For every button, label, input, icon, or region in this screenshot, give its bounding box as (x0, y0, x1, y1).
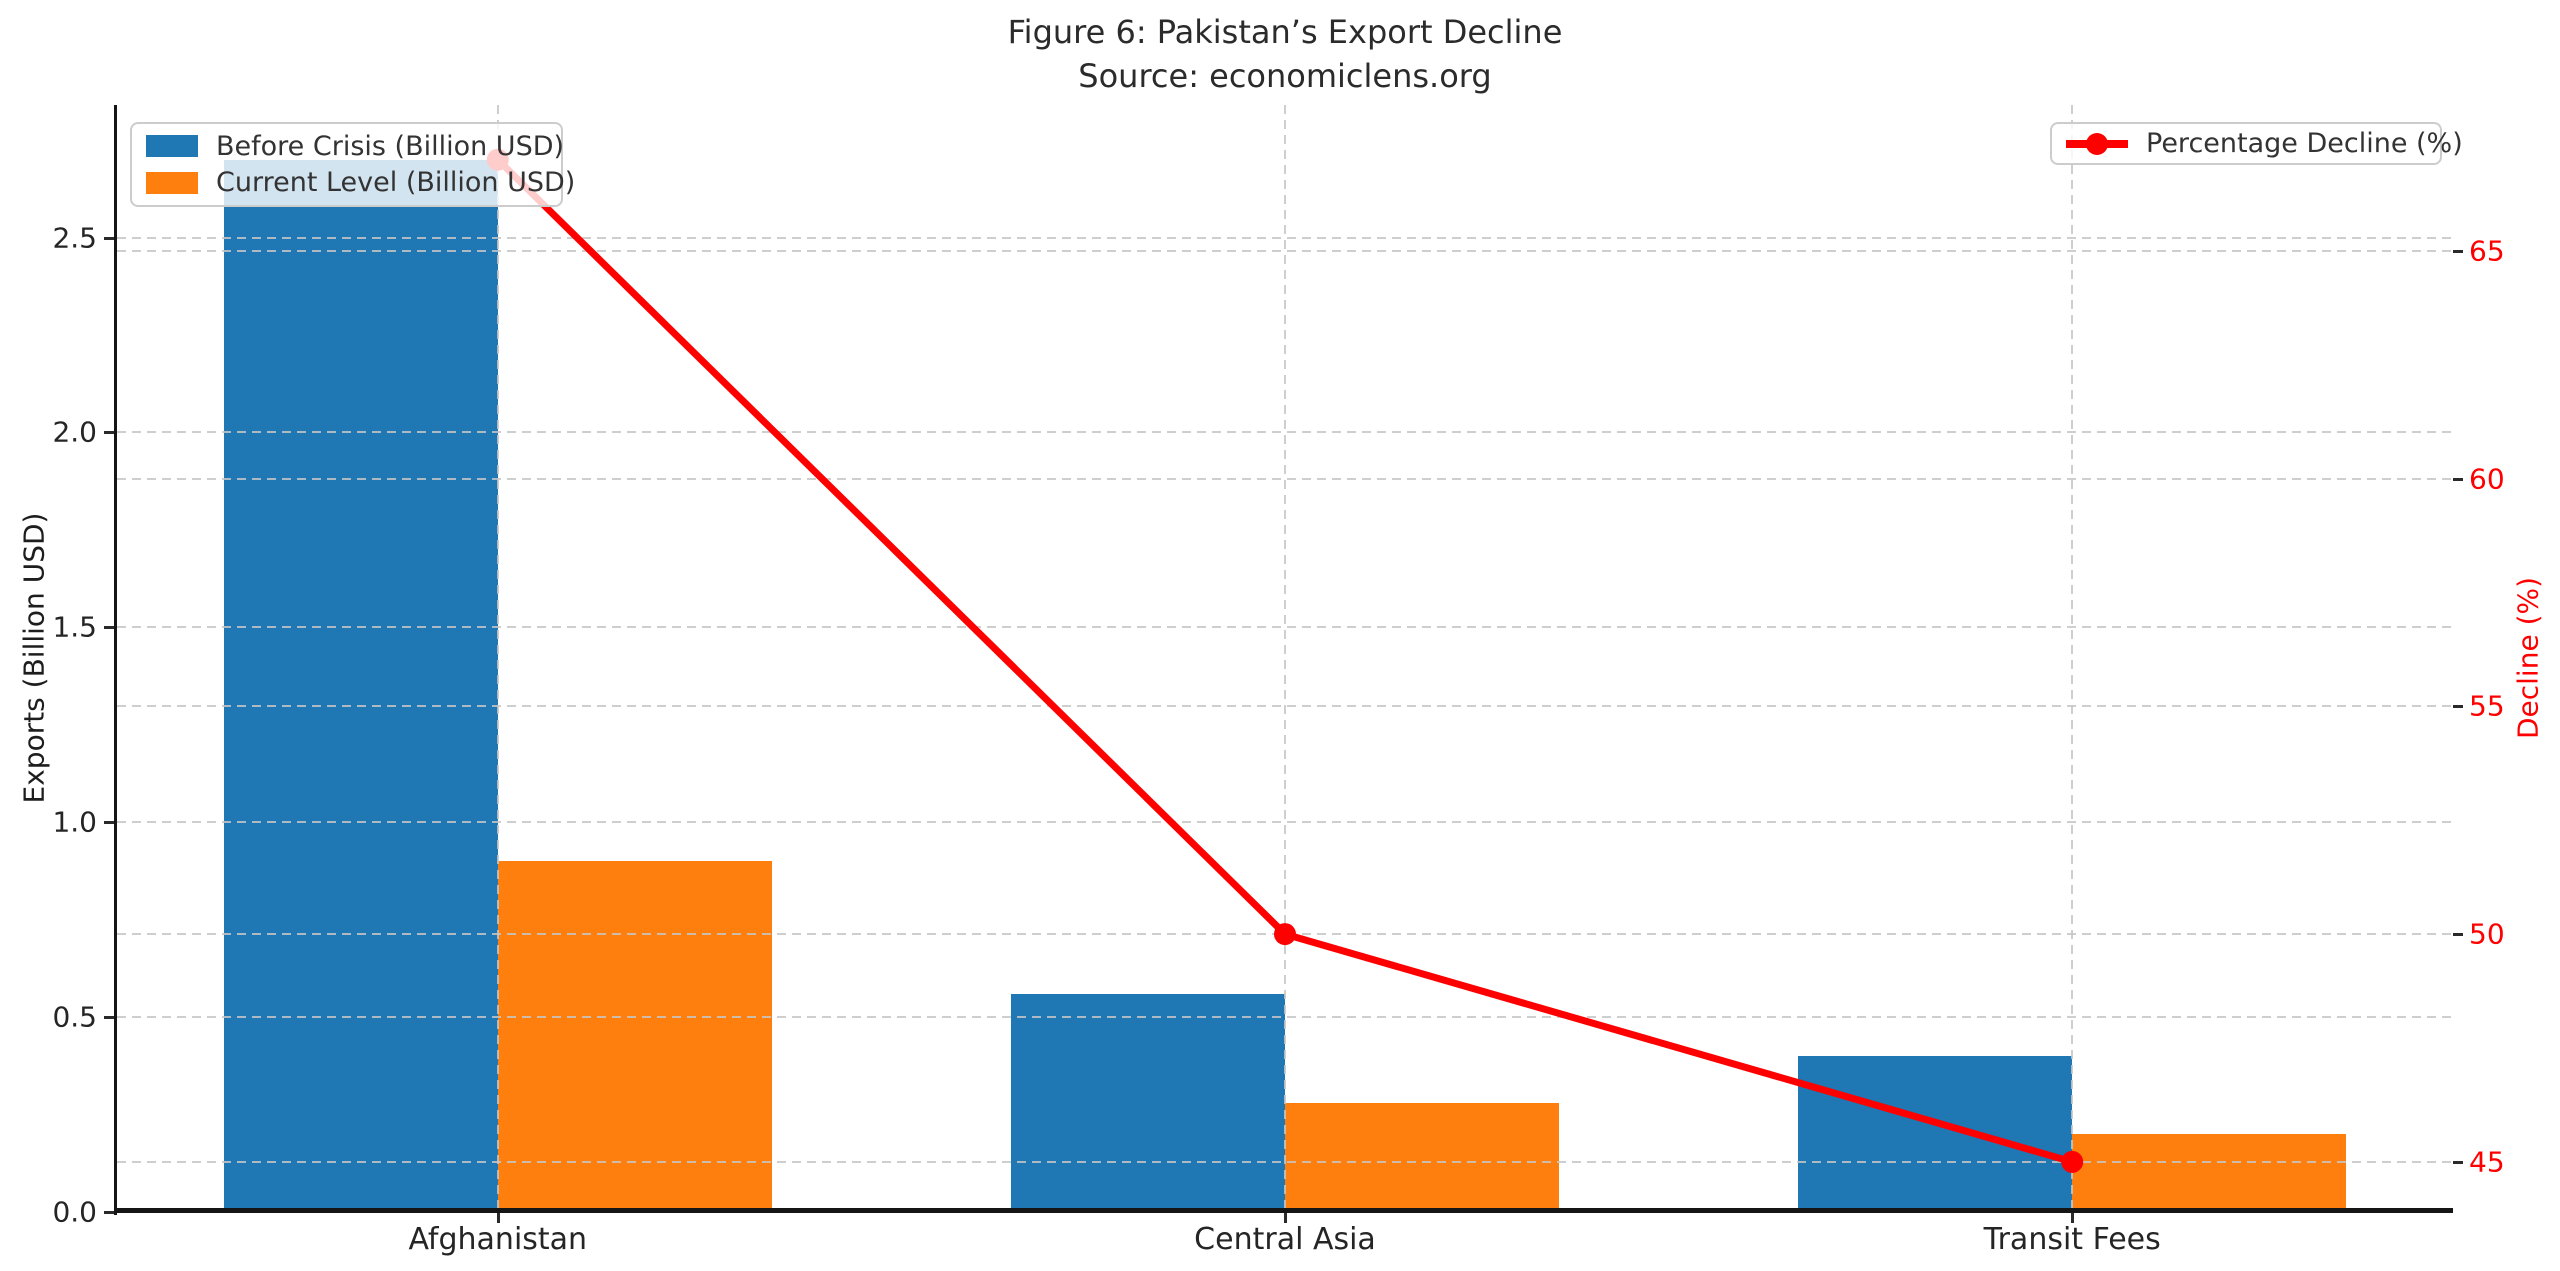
legend-label-percentage-decline: Percentage Decline (%) (2146, 128, 2463, 159)
x-tick-label-afghanistan: Afghanistan (408, 1222, 588, 1257)
left-spine (114, 105, 117, 1215)
left-tick-1.0 (104, 821, 114, 825)
x-tick-label-central-asia: Central Asia (1194, 1222, 1376, 1257)
x-tick-transit-fees (2071, 1213, 2075, 1223)
left-tick-1.5 (104, 626, 114, 630)
decline-marker-2 (1274, 923, 1296, 946)
right-tick-label-45: 45 (2469, 1145, 2505, 1179)
left-tick-label-0.5: 0.5 (52, 1000, 97, 1034)
right-tick-label-65: 65 (2469, 234, 2505, 268)
bar-current-level-transit-fees (2072, 1134, 2347, 1209)
legend-label-before-crisis: Before Crisis (Billion USD) (216, 130, 565, 162)
left-tick-label-1.0: 1.0 (52, 805, 97, 839)
right-tick-60 (2453, 477, 2463, 481)
legend-label-current-level: Current Level (Billion USD) (216, 167, 576, 199)
right-tick-55 (2453, 705, 2463, 709)
left-tick-label-1.5: 1.5 (52, 610, 97, 644)
gridline-category-1 (496, 105, 499, 1212)
right-tick-65 (2453, 249, 2463, 253)
left-tick-2.0 (104, 431, 114, 435)
right-tick-45 (2453, 1160, 2463, 1164)
x-tick-central-asia (1284, 1213, 1287, 1223)
chart-title-line2: Source: economiclens.org (1078, 57, 1492, 95)
chart-title: Figure 6: Pakistan’s Export Decline Sour… (117, 10, 2453, 98)
legend-swatch-current-level (146, 171, 198, 194)
left-tick-label-0.0: 0.0 (52, 1195, 97, 1229)
legend-entry-percentage-decline: Percentage Decline (%) (2052, 128, 2463, 159)
bar-before-crisis-central-asia (1011, 993, 1285, 1209)
bar-before-crisis-afghanistan (223, 159, 498, 1209)
right-tick-label-55: 55 (2469, 689, 2505, 723)
bar-current-level-afghanistan (497, 861, 772, 1209)
bar-current-level-central-asia (1285, 1102, 1559, 1209)
left-tick-label-2.5: 2.5 (52, 221, 97, 255)
chart-title-line1: Figure 6: Pakistan’s Export Decline (1007, 13, 1563, 51)
decline-marker-3 (2061, 1150, 2084, 1173)
legend-line: Percentage Decline (%) (2050, 122, 2463, 165)
legend-entry-current-level: Current Level (Billion USD) (132, 167, 575, 198)
legend-line-marker-icon (2086, 132, 2108, 155)
left-tick-0.0 (104, 1211, 114, 1214)
left-tick-0.5 (104, 1016, 114, 1020)
left-tick-label-2.0: 2.0 (52, 415, 97, 449)
gridline-category-3 (2071, 105, 2074, 1212)
left-tick-2.5 (104, 236, 114, 240)
right-tick-50 (2453, 933, 2463, 937)
legend-entry-before-crisis: Before Crisis (Billion USD) (132, 130, 565, 162)
right-tick-label-50: 50 (2469, 917, 2505, 951)
x-tick-afghanistan (496, 1213, 500, 1223)
bottom-spine (114, 1208, 2453, 1213)
legend-swatch-before-crisis (146, 135, 198, 158)
legend-line-swatch (2066, 132, 2128, 155)
gridline-category-2 (1284, 105, 1286, 1212)
x-tick-label-transit-fees: Transit Fees (1983, 1222, 2161, 1257)
legend-bars: Before Crisis (Billion USD) Current Leve… (130, 122, 575, 207)
right-tick-label-60: 60 (2469, 462, 2505, 496)
bar-before-crisis-transit-fees (1798, 1056, 2073, 1209)
percentage-decline-line (495, 157, 2074, 1166)
